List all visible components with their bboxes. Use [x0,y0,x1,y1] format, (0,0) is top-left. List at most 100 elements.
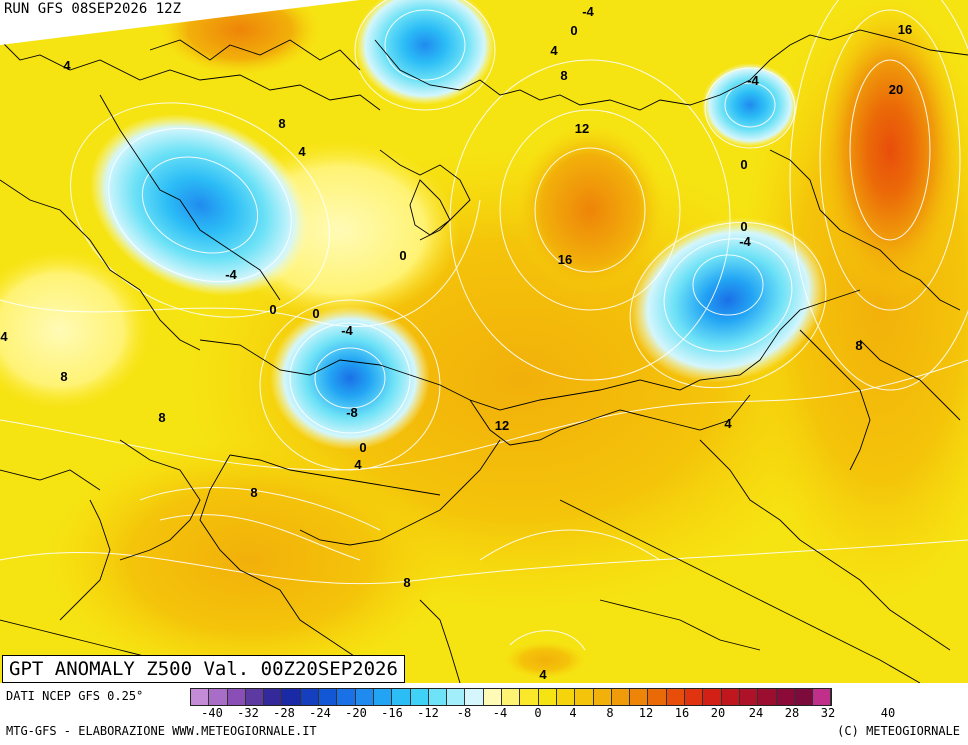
high-alaska [815,0,965,300]
color-scale-tick: -28 [273,706,295,720]
color-scale-swatch [245,689,265,705]
contour-label: 20 [889,82,903,97]
contour-label: -8 [346,405,358,420]
color-scale-swatch [721,689,740,705]
color-scale-swatch [520,689,539,705]
contour-label: 4 [550,43,558,58]
color-scale-tick: 4 [569,706,577,720]
color-scale-tick: 32 [820,706,836,720]
contour-label: 4 [354,457,362,472]
color-scale-swatch [355,689,374,705]
credit-right: (C) METEOGIORNALE [837,724,960,738]
color-scale-tick: 0 [534,706,542,720]
color-scale-swatch [191,689,210,705]
color-scale-tick: 12 [638,706,654,720]
color-scale-tick: 20 [710,706,726,720]
field-amber-sw [50,440,450,680]
run-label: RUN GFS 08SEP2026 12Z [4,1,182,17]
color-scale-tick: 40 [880,706,896,720]
color-scale-swatch [227,689,246,705]
color-scale-swatch [794,689,814,705]
contour-label: 4 [63,58,71,73]
color-scale-swatch [648,689,667,705]
color-scale-swatch [410,689,429,705]
color-scale-swatch [556,689,576,705]
footer: DATI NCEP GFS 0.25° -40 -32 -28 -24 -20 -16 -1… [0,683,968,745]
color-scale-tick: -40 [201,706,223,720]
color-scale-swatch [319,689,338,705]
contour-label: -4 [747,73,759,88]
contour-label: 4 [0,329,8,344]
color-scale [190,688,833,706]
low-kazakh [270,306,430,450]
color-scale-tick: -4 [492,706,508,720]
contour-label: 0 [399,248,406,263]
low-scandinavia [89,113,311,297]
high-siberia [515,125,665,295]
borders-coastlines [0,29,968,683]
contour-labels: -4 0 4 8 12 -4 0 16 20 4 8 4 0 -4 16 0 -… [0,4,912,682]
color-scale-tick: 8 [606,706,614,720]
color-scale-swatch [392,689,411,705]
color-scale-swatch [758,689,777,705]
color-scale-swatch [447,689,466,705]
color-scale-swatch [300,689,320,705]
color-scale-tick: -32 [237,706,259,720]
color-scale-swatch [337,689,356,705]
color-scale-swatch [611,689,631,705]
color-scale-swatch [264,689,283,705]
color-scale-swatch [428,689,448,705]
data-source: DATI NCEP GFS 0.25° [6,689,144,703]
contour-label: 0 [570,23,577,38]
color-scale-tick: -12 [417,706,439,720]
contour-label: 0 [740,219,747,234]
contour-label: -4 [341,323,353,338]
contour-label: 8 [855,338,862,353]
color-scale-tick: 24 [748,706,764,720]
color-scale-tick: -24 [309,706,331,720]
field-amber-south [505,642,585,678]
contour-label: 12 [495,418,509,433]
contour-label: 4 [539,667,547,682]
contour-label: -4 [739,234,751,249]
color-scale-swatch [465,689,484,705]
contour-label: 16 [898,22,912,37]
low-chukotka [702,63,798,147]
color-scale-swatch [575,689,594,705]
color-scale-swatch [483,689,503,705]
contour-label: 8 [158,410,165,425]
contour-label: 0 [312,306,319,321]
color-scale-swatch [666,689,686,705]
contour-label: 4 [298,144,306,159]
color-scale-tick: 16 [674,706,690,720]
anomaly-map: -4 0 4 8 12 -4 0 16 20 4 8 4 0 -4 16 0 -… [0,0,968,683]
color-scale-swatch [209,689,228,705]
color-scale-tick: -8 [456,706,472,720]
contour-label: 8 [403,575,410,590]
color-scale-swatch [813,689,832,705]
color-scale-swatch [282,689,301,705]
contour-lines [0,0,968,651]
contour-label: -4 [225,267,237,282]
color-scale-ticks: -40 -32 -28 -24 -20 -16 -12 -8 -4 0 4 8 12 16 20 24 28 32… [190,706,968,722]
contour-label: 12 [575,121,589,136]
color-scale-swatch [538,689,557,705]
color-scale-tick: -20 [345,706,367,720]
contour-label: 16 [558,252,572,267]
low-arctic [355,0,495,105]
projection-edge [0,0,360,45]
field-pale-edge [0,250,150,410]
color-scale-swatch [502,689,521,705]
color-scale-swatch [776,689,795,705]
color-scale-swatch [739,689,759,705]
credit-left: MTG-GFS - ELABORAZIONE WWW.METEOGIORNALE… [6,724,317,738]
contour-label: 8 [60,369,67,384]
color-scale-tick: 28 [784,706,800,720]
color-scale-swatch [630,689,649,705]
map-title: GPT ANOMALY Z500 Val. 00Z20SEP2026 [2,655,405,683]
contour-label: 8 [278,116,285,131]
contour-label: 8 [250,485,257,500]
contour-label: 8 [560,68,567,83]
contour-label: 4 [724,416,732,431]
color-scale-swatch [703,689,722,705]
